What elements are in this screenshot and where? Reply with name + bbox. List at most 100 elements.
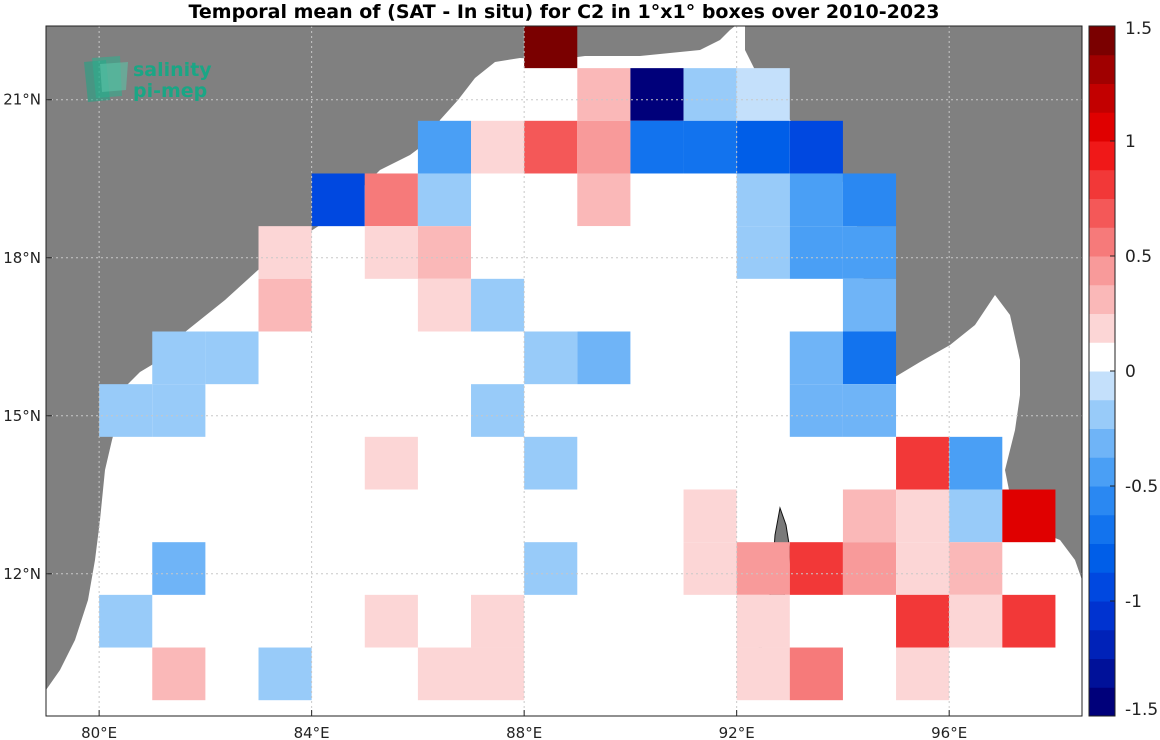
heatmap-cell: [736, 647, 790, 701]
heatmap-cell: [152, 384, 206, 437]
colorbar-tick-label: 1: [1125, 132, 1136, 152]
heatmap-cell: [471, 647, 525, 701]
heatmap-cell: [99, 594, 153, 648]
lon-tick-label: 84°E: [294, 724, 330, 740]
heatmap-cell: [842, 226, 897, 279]
heatmap-cell: [524, 120, 578, 174]
heatmap-cell: [152, 542, 206, 595]
heatmap-cell: [736, 173, 790, 227]
heatmap-cell: [311, 173, 365, 227]
colorbar-swatch: [1089, 514, 1115, 544]
heatmap-cell: [258, 647, 312, 701]
heatmap-cell: [789, 384, 843, 437]
colorbar-swatch: [1089, 543, 1115, 573]
colorbar-tick-label: 1.5: [1125, 19, 1152, 39]
heatmap-cell: [736, 542, 790, 595]
heatmap-cell: [789, 226, 843, 279]
colorbar-tick-label: 0: [1125, 362, 1136, 382]
heatmap-cell: [577, 68, 631, 121]
lon-tick-label: 92°E: [719, 724, 755, 740]
heatmap-cell: [842, 542, 897, 595]
heatmap-cell: [205, 331, 259, 385]
lon-tick-label: 80°E: [81, 724, 117, 740]
colorbar-swatch: [1089, 601, 1115, 631]
heatmap-cell: [577, 120, 631, 174]
lat-tick-label: 15°N: [3, 407, 41, 425]
heatmap-cell: [417, 120, 472, 174]
heatmap-cell: [683, 542, 737, 595]
heatmap-cell: [842, 489, 897, 543]
colorbar-swatch: [1089, 687, 1115, 717]
heatmap-cell: [364, 436, 418, 490]
colorbar-swatch: [1089, 629, 1115, 659]
colorbar-swatch: [1089, 284, 1115, 314]
colorbar-swatch: [1089, 54, 1115, 84]
heatmap-cell: [842, 278, 897, 332]
heatmap-cell: [789, 173, 843, 227]
colorbar-swatch: [1089, 486, 1115, 516]
heatmap-cell: [417, 226, 472, 279]
heatmap-cell: [471, 594, 525, 648]
colorbar-swatch: [1089, 141, 1115, 171]
colorbar-swatch: [1089, 342, 1115, 372]
heatmap-cell: [789, 542, 843, 595]
heatmap-cell: [789, 331, 843, 385]
lon-tick-label: 88°E: [506, 724, 542, 740]
heatmap-cell: [524, 331, 578, 385]
map-gridlines: [46, 26, 1082, 716]
heatmap-cell: [258, 226, 312, 279]
map-plot-area: [46, 26, 1082, 716]
colorbar-swatch: [1089, 112, 1115, 142]
heatmap-cell: [258, 278, 312, 332]
logo-mark-icon: [84, 56, 128, 102]
heatmap-cell: [471, 384, 525, 437]
colorbar-swatch: [1089, 26, 1115, 56]
heatmap-cell: [577, 331, 631, 385]
heatmap-cell: [896, 436, 950, 490]
heatmap-cell: [842, 173, 897, 227]
salinity-pi-mep-logo: salinity pi-mep: [84, 56, 212, 102]
heatmap-cell: [577, 173, 631, 227]
logo-text-salinity: salinity: [133, 59, 212, 81]
heatmap-cell: [949, 436, 1003, 490]
heatmap-cell: [524, 542, 578, 595]
heatmap-cell: [152, 647, 206, 701]
lat-tick-label: 12°N: [3, 565, 41, 583]
heatmap-cell: [417, 278, 472, 332]
heatmap-cell: [736, 226, 790, 279]
heatmap-cell: [896, 489, 950, 543]
heatmap-cell: [152, 331, 206, 385]
colorbar-swatch: [1089, 198, 1115, 228]
heatmap-cell: [1002, 594, 1056, 648]
heatmap-cell: [949, 594, 1003, 648]
heatmap-cell: [364, 226, 418, 279]
heatmap-cell: [949, 489, 1003, 543]
heatmap-cell: [364, 173, 418, 227]
heatmap-cell: [896, 542, 950, 595]
heatmap-cell: [683, 68, 737, 121]
heatmap-cell: [789, 120, 843, 174]
heatmap-cell: [417, 647, 472, 701]
heatmap-cell: [736, 68, 790, 121]
heatmap-cell: [630, 120, 684, 174]
colorbar-swatch: [1089, 256, 1115, 286]
colorbar-swatch: [1089, 313, 1115, 343]
colorbar-tick-label: -0.5: [1125, 477, 1158, 497]
heatmap-cell: [789, 647, 843, 701]
colorbar-swatch: [1089, 399, 1115, 429]
colorbar-swatch: [1089, 227, 1115, 257]
heatmap-cell: [842, 384, 897, 437]
chart-title: Temporal mean of (SAT - In situ) for C2 …: [188, 1, 940, 23]
heatmap-cell: [949, 542, 1003, 595]
latitude-axis: 12°N 15°N 18°N 21°N: [3, 91, 52, 583]
heatmap-cell: [683, 489, 737, 543]
heatmap-cell: [577, 226, 631, 279]
map-frame: [45, 25, 1083, 717]
heatmap-cell: [99, 384, 153, 437]
colorbar-tick-label: -1: [1125, 592, 1142, 612]
heatmap-cell: [524, 436, 578, 490]
heatmap-cell: [736, 120, 790, 174]
lat-tick-label: 18°N: [3, 249, 41, 267]
heatmap-cell: [364, 594, 418, 648]
